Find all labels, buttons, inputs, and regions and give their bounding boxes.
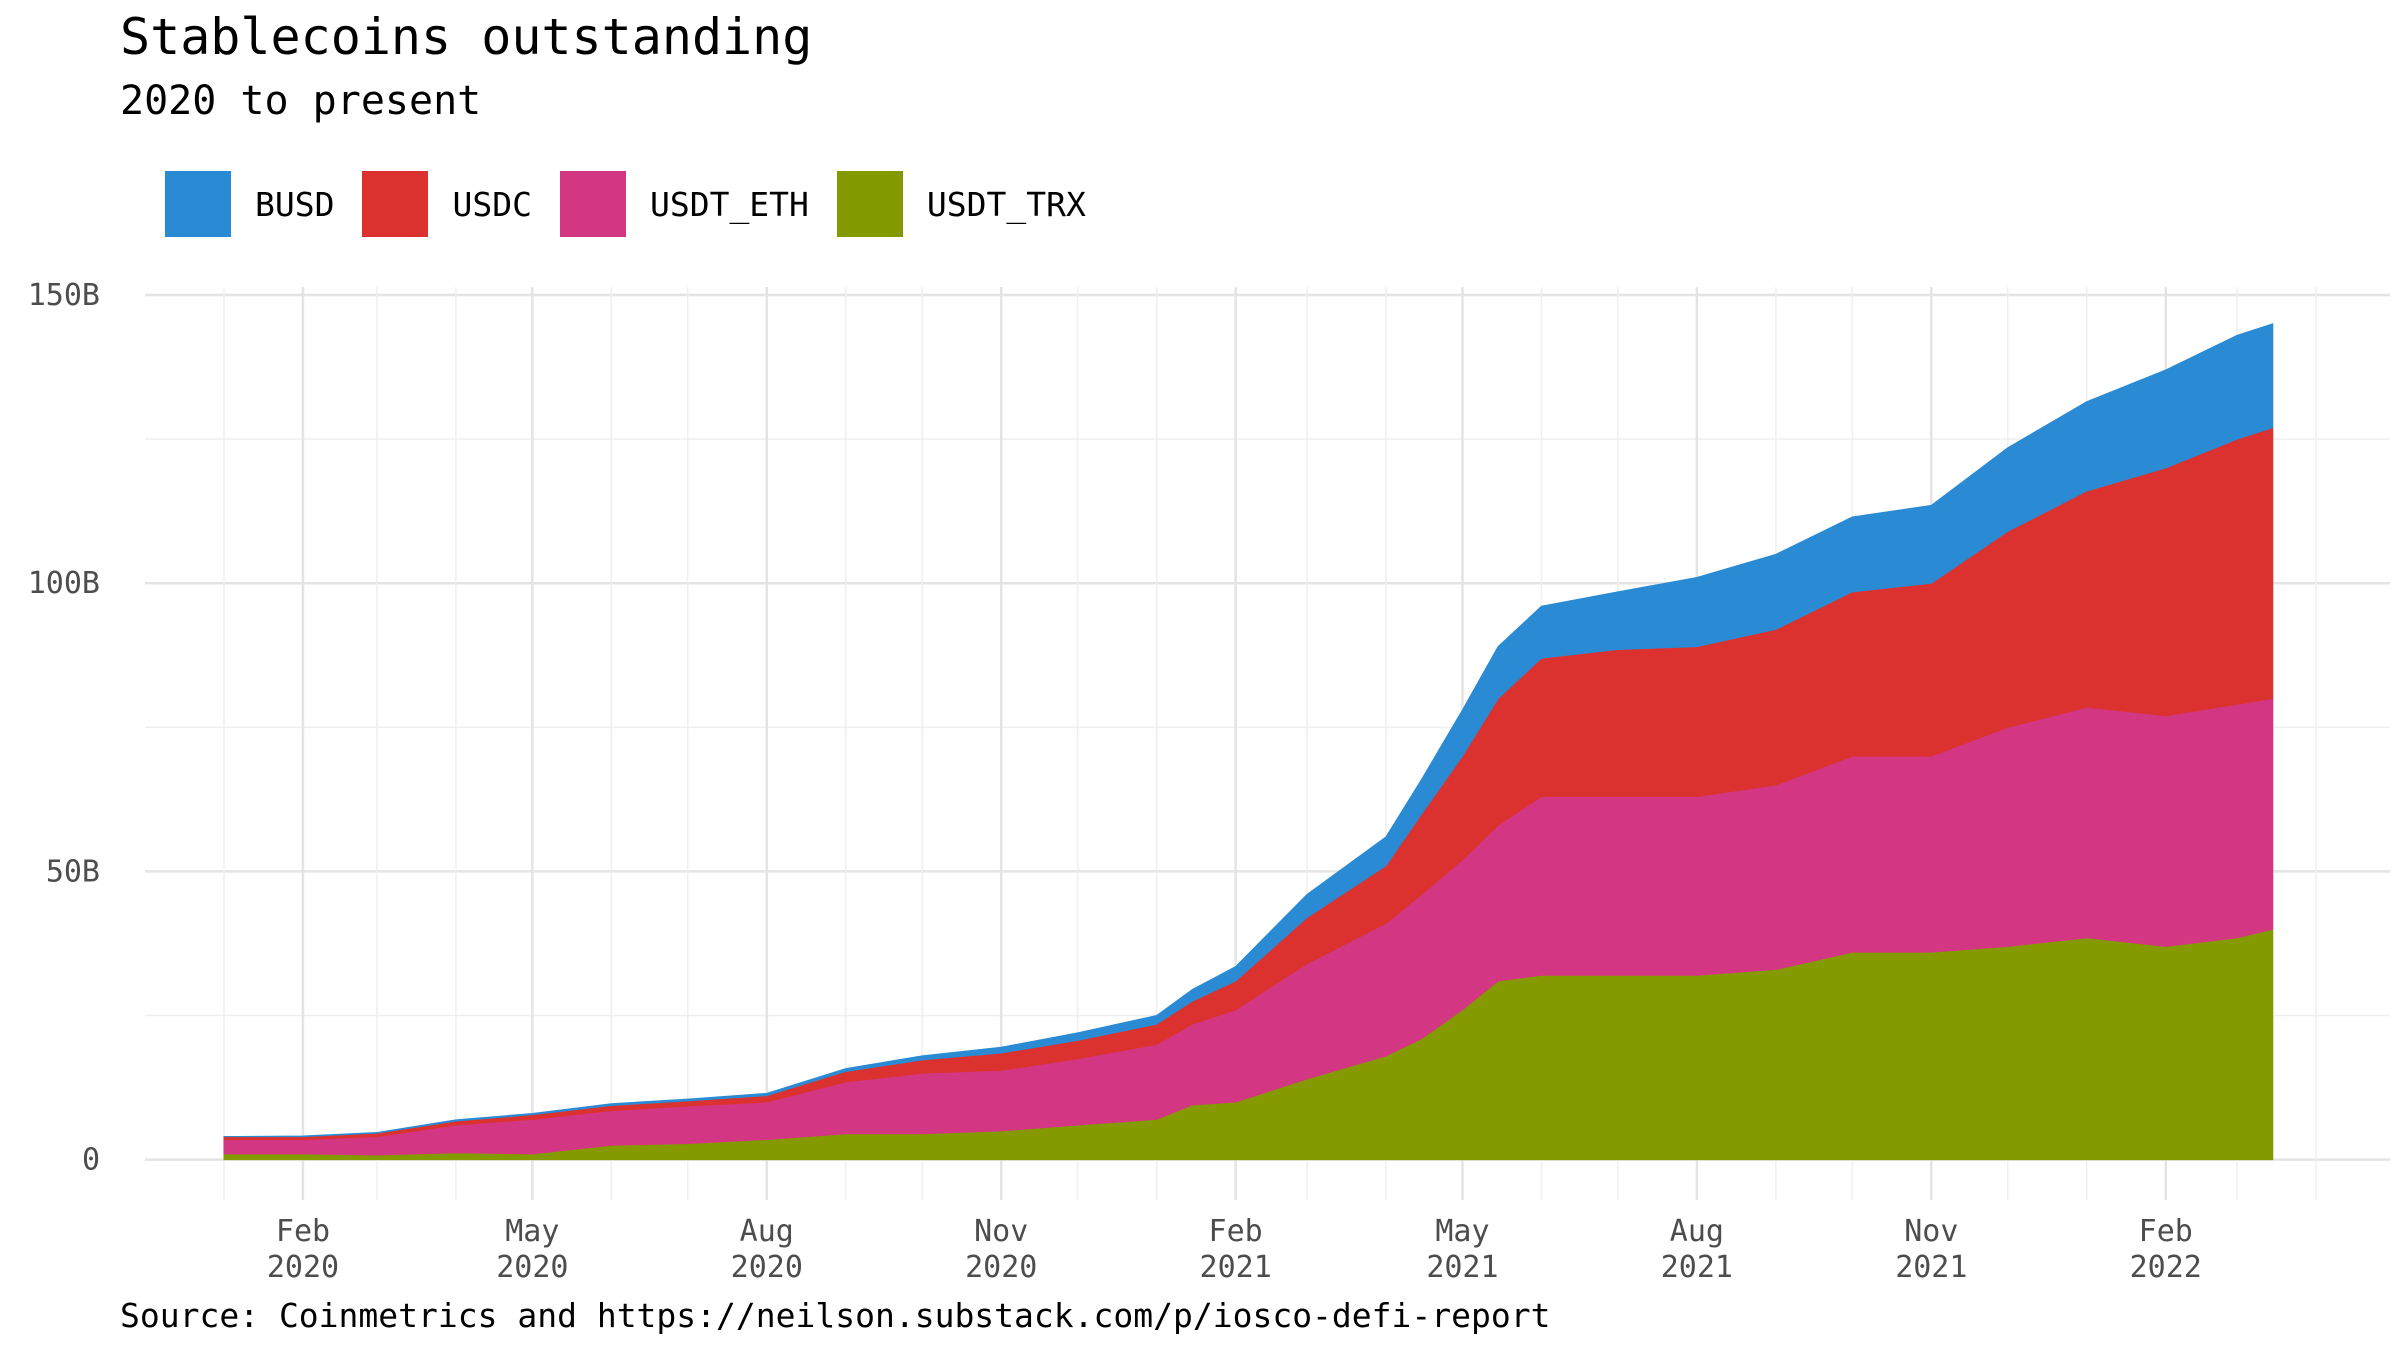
y-tick-label: 0 xyxy=(82,1143,100,1178)
x-tick-label: Feb xyxy=(276,1214,330,1249)
x-axis: Feb2020May2020Aug2020Nov2020Feb2021May20… xyxy=(267,1214,2202,1285)
legend-label-usdc: USDC xyxy=(452,184,532,224)
legend-swatch-usdt-trx xyxy=(836,171,903,237)
legend-swatch-busd xyxy=(165,171,231,237)
y-tick-label: 150B xyxy=(28,278,100,313)
x-tick-label: 2022 xyxy=(2130,1250,2202,1285)
legend-label-busd: BUSD xyxy=(255,184,335,224)
chart-title: Stablecoins outstanding xyxy=(120,8,813,66)
x-tick-label: Nov xyxy=(974,1214,1028,1249)
x-tick-label: 2020 xyxy=(965,1250,1037,1285)
area-busd xyxy=(223,323,2274,1138)
source-note: Source: Coinmetrics and https://neilson.… xyxy=(120,1296,1551,1335)
legend-item-usdc: USDC xyxy=(362,171,532,237)
legend-item-busd: BUSD xyxy=(165,171,334,237)
legend-item-usdt-trx: USDT_TRX xyxy=(836,171,1086,237)
y-tick-label: 100B xyxy=(28,566,100,601)
x-tick-label: 2021 xyxy=(1661,1250,1733,1285)
x-tick-label: 2020 xyxy=(731,1250,803,1285)
legend-label-usdt-trx: USDT_TRX xyxy=(926,184,1086,224)
legend-swatch-usdc xyxy=(362,171,429,237)
x-tick-label: 2021 xyxy=(1426,1250,1498,1285)
y-axis: 0 50B 100B 150B xyxy=(28,278,100,1178)
x-tick-label: 2020 xyxy=(267,1250,339,1285)
x-tick-label: Feb xyxy=(2139,1214,2193,1249)
legend-item-usdt-eth: USDT_ETH xyxy=(559,171,809,237)
x-tick-label: May xyxy=(505,1214,559,1249)
x-tick-label: 2020 xyxy=(496,1250,568,1285)
x-tick-label: May xyxy=(1435,1214,1489,1249)
x-tick-label: 2021 xyxy=(1200,1250,1272,1285)
series-areas xyxy=(223,323,2274,1161)
legend-swatch-usdt-eth xyxy=(559,171,626,237)
chart-subtitle: 2020 to present xyxy=(120,78,482,124)
x-tick-label: Aug xyxy=(740,1214,794,1249)
legend: BUSD USDC USDT_ETH USDT_TRX xyxy=(165,170,1114,238)
x-tick-label: 2021 xyxy=(1895,1250,1967,1285)
x-tick-label: Nov xyxy=(1904,1214,1958,1249)
x-tick-label: Aug xyxy=(1670,1214,1724,1249)
y-tick-label: 50B xyxy=(46,854,100,889)
legend-label-usdt-eth: USDT_ETH xyxy=(649,184,809,224)
x-tick-label: Feb xyxy=(1209,1214,1263,1249)
